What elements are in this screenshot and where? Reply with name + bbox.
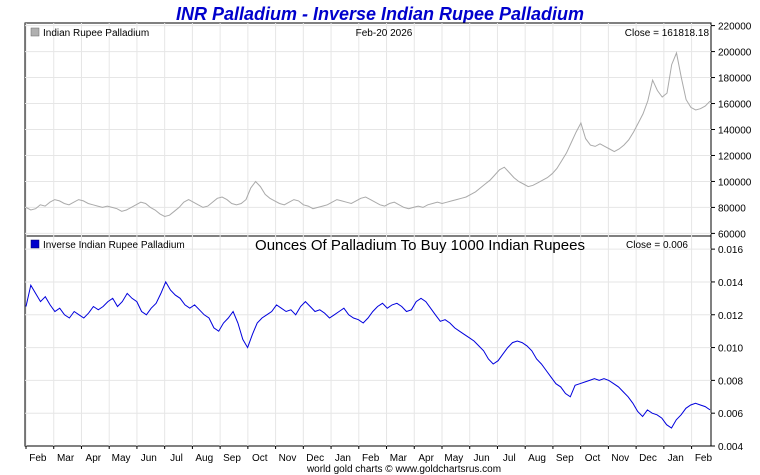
bottom-y-tick-label: 0.014 — [718, 278, 743, 289]
bottom-close-label: Close = 0.006 — [626, 240, 688, 251]
x-tick-label-jan: Jan — [335, 453, 351, 464]
bottom-y-tick-label: 0.016 — [718, 245, 743, 256]
x-tick-label-feb: Feb — [695, 453, 713, 464]
x-tick-label-feb: Feb — [362, 453, 380, 464]
x-axis: Feb Mar Apr May Jun Jul Aug Sep Oct Nov Dec Jan Feb M… — [25, 446, 713, 464]
bottom-subtitle: Ounces Of Palladium To Buy 1000 Indian R… — [255, 237, 585, 254]
x-tick-label-apr: Apr — [418, 453, 434, 464]
x-tick-label-dec: Dec — [639, 453, 657, 464]
top-y-tick-label: 80000 — [718, 203, 746, 214]
x-tick-label-sep: Sep — [223, 453, 241, 464]
top-y-tick-label: 120000 — [718, 151, 752, 162]
x-tick-label-oct: Oct — [585, 453, 601, 464]
x-tick-label-dec: Dec — [306, 453, 324, 464]
bottom-y-tick-label: 0.004 — [718, 442, 743, 453]
bottom-legend-swatch — [30, 239, 40, 249]
x-tick-label-nov: Nov — [611, 453, 629, 464]
x-tick-label-aug: Aug — [528, 453, 546, 464]
x-tick-label-jan: Jan — [668, 453, 684, 464]
top-legend-label: Indian Rupee Palladium — [43, 28, 149, 39]
top-close-label: Close = 161818.18 — [625, 28, 710, 39]
top-y-axis: 60000 80000 100000 120000 140000 160000 180000… — [711, 22, 752, 240]
x-tick-label-may: May — [444, 453, 463, 464]
chart-title: INR Palladium - Inverse Indian Rupee Pal… — [176, 4, 584, 24]
top-y-tick-label: 160000 — [718, 100, 752, 111]
top-y-tick-label: 180000 — [718, 74, 752, 85]
top-y-tick-label: 140000 — [718, 126, 752, 137]
top-date-label: Feb-20 2026 — [356, 28, 413, 39]
bottom-legend-label: Inverse Indian Rupee Palladium — [43, 240, 185, 251]
x-tick-label-jun: Jun — [474, 453, 490, 464]
top-legend-swatch — [30, 27, 40, 37]
footer-credit: world gold charts © www.goldchartsrus.co… — [306, 464, 501, 475]
top-y-tick-label: 220000 — [718, 22, 752, 33]
x-tick-label-feb: Feb — [29, 453, 47, 464]
x-tick-label-oct: Oct — [252, 453, 268, 464]
x-tick-label-jul: Jul — [503, 453, 516, 464]
series-line-indian-rupee-palladium — [25, 51, 711, 218]
x-tick-label-jun: Jun — [141, 453, 157, 464]
series-line-inverse-indian-rupee-palladium — [25, 280, 711, 429]
bottom-y-tick-label: 0.010 — [718, 344, 743, 355]
x-tick-label-aug: Aug — [195, 453, 213, 464]
bottom-y-tick-label: 0.012 — [718, 311, 743, 322]
x-tick-label-nov: Nov — [279, 453, 297, 464]
bottom-y-tick-label: 0.006 — [718, 409, 743, 420]
top-y-tick-label: 60000 — [718, 229, 746, 240]
bottom-y-tick-label: 0.008 — [718, 376, 743, 387]
bottom-y-axis: 0.004 0.006 0.008 0.010 0.012 0.014 0.016 — [711, 245, 743, 453]
bottom-grid — [25, 236, 711, 446]
bottom-panel-frame — [24, 235, 712, 447]
x-tick-label-mar: Mar — [57, 453, 75, 464]
x-tick-label-sep: Sep — [556, 453, 574, 464]
x-tick-label-jul: Jul — [170, 453, 183, 464]
top-y-tick-label: 200000 — [718, 48, 752, 59]
x-tick-label-apr: Apr — [86, 453, 102, 464]
top-grid — [25, 23, 711, 236]
x-tick-label-may: May — [112, 453, 131, 464]
x-tick-label-mar: Mar — [390, 453, 408, 464]
top-y-tick-label: 100000 — [718, 177, 752, 188]
